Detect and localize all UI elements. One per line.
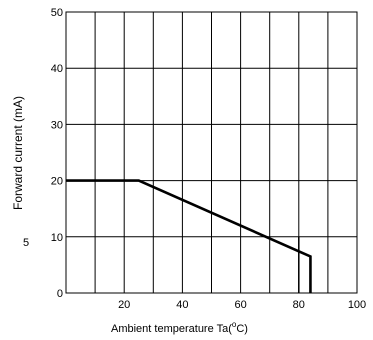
x-tick-label: 20: [118, 299, 130, 311]
x-tick-label: 80: [293, 299, 305, 311]
grid-lines: [66, 12, 357, 293]
x-tick-label: 40: [176, 299, 188, 311]
y-axis-title: Forward current (mA): [11, 96, 25, 210]
x-axis-title: Ambient temperature Ta(oC): [111, 320, 248, 335]
y-tick-label: 50: [51, 7, 63, 19]
y-tick-label: 10: [51, 232, 63, 244]
x-axis-title-unit: C): [236, 323, 248, 335]
y-tick-label: 30: [51, 119, 63, 131]
series-line: [66, 179, 312, 293]
y-tick-label: 20: [51, 176, 63, 188]
x-axis-title-prefix: Ambient temperature Ta(: [111, 323, 232, 335]
x-tick-label: 100: [348, 299, 366, 311]
degree-symbol: o: [232, 320, 237, 329]
y-tick-label: 0: [57, 288, 63, 300]
stray-label: 5: [23, 237, 29, 249]
series-group: [66, 179, 312, 293]
x-tick-labels: 20 40 60 80 100: [118, 299, 366, 311]
x-tick-label: 60: [234, 299, 246, 311]
plot-frame: [65, 11, 358, 294]
y-tick-labels: 0 10 20 30 40 50: [51, 7, 63, 300]
y-tick-label: 40: [51, 63, 63, 75]
